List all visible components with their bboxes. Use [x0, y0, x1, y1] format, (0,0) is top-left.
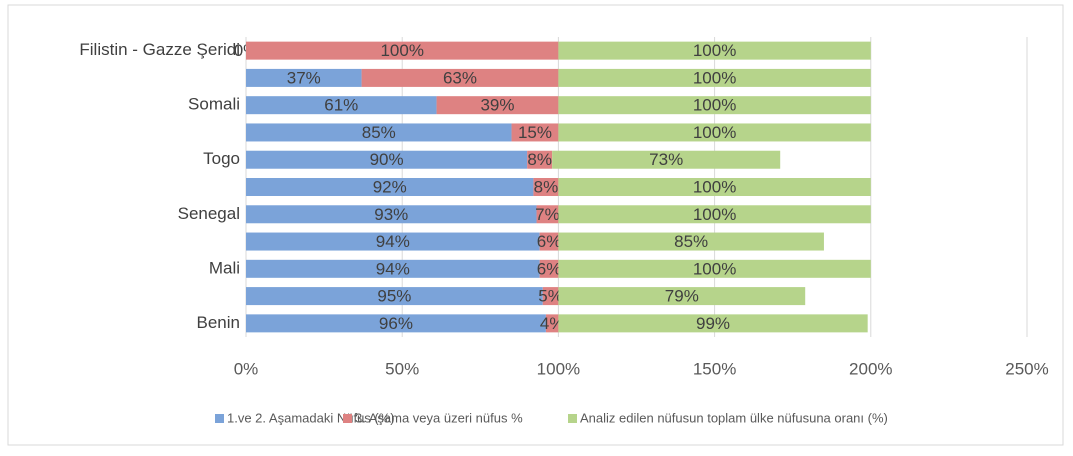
- y-tick-label: Senegal: [178, 204, 240, 223]
- bar-segment: [533, 178, 559, 196]
- value-label: 6%: [537, 232, 562, 251]
- value-label: 100%: [693, 123, 736, 142]
- bar-segment: [558, 232, 824, 251]
- y-tick-label: Benin: [197, 313, 240, 332]
- y-tick-label: Togo: [203, 149, 240, 168]
- value-label: 94%: [376, 232, 410, 251]
- value-label: 100%: [693, 96, 736, 115]
- value-label: 15%: [518, 123, 552, 142]
- value-label: 37%: [287, 68, 321, 87]
- bar-segment: [246, 150, 528, 169]
- bar-segment: [558, 41, 871, 60]
- bar-segment: [246, 123, 512, 142]
- value-label: 39%: [480, 96, 514, 115]
- bar-segment: [558, 96, 871, 115]
- value-label: 7%: [535, 205, 560, 224]
- bar-segment: [246, 232, 540, 251]
- bar-segment: [558, 287, 806, 306]
- value-label: 8%: [527, 150, 552, 169]
- value-label: 96%: [379, 314, 413, 333]
- legend-label: Analiz edilen nüfusun toplam ülke nüfusu…: [580, 410, 888, 425]
- value-label: 100%: [693, 177, 736, 196]
- value-label: 93%: [374, 205, 408, 224]
- value-label: 85%: [362, 123, 396, 142]
- bar-segment: [558, 205, 871, 224]
- legend-swatch: [343, 414, 352, 423]
- bar-segment: [246, 96, 437, 115]
- bar-segment: [361, 68, 559, 87]
- x-tick-label: 0%: [234, 359, 259, 378]
- value-label: 8%: [534, 177, 559, 196]
- value-label: 63%: [443, 68, 477, 87]
- value-label: 94%: [376, 259, 410, 278]
- x-tick-label: 200%: [849, 359, 892, 378]
- bar-segment: [539, 232, 559, 251]
- value-label: 90%: [370, 150, 404, 169]
- legend-label: 3. Aşama veya üzeri nüfus %: [355, 410, 523, 425]
- x-tick-label: 250%: [1005, 359, 1048, 378]
- value-label: 61%: [324, 96, 358, 115]
- value-label: 5%: [538, 287, 563, 306]
- bar-segment: [246, 287, 543, 306]
- bar-segment: [246, 205, 537, 224]
- bar-segment: [527, 150, 553, 169]
- value-label: 95%: [377, 287, 411, 306]
- value-label: 100%: [693, 68, 736, 87]
- value-label: 92%: [373, 177, 407, 196]
- value-label: 100%: [693, 259, 736, 278]
- x-tick-label: 50%: [385, 359, 419, 378]
- value-label: 100%: [693, 205, 736, 224]
- bar-segment: [542, 287, 559, 306]
- bar-segment: [558, 178, 871, 196]
- legend-label: 1.ve 2. Aşamadaki Nüfus (%): [227, 410, 395, 425]
- bar-segment: [246, 41, 559, 60]
- bar-segment: [246, 68, 362, 87]
- x-tick-label: 100%: [537, 359, 580, 378]
- value-label: 73%: [649, 150, 683, 169]
- legend-swatch: [568, 414, 577, 423]
- bar-segment: [552, 150, 781, 169]
- y-tick-label: Filistin - Gazze Şeridi: [79, 40, 240, 59]
- value-label: 85%: [674, 232, 708, 251]
- bar-segment: [536, 205, 559, 224]
- bar-segment: [246, 259, 540, 278]
- legend-swatch: [215, 414, 224, 423]
- value-label: 99%: [696, 314, 730, 333]
- value-label: 100%: [380, 41, 423, 60]
- bar-segment: [511, 123, 559, 142]
- y-tick-label: Somali: [188, 95, 240, 114]
- bar-segment: [436, 96, 559, 115]
- value-label: 4%: [540, 314, 565, 333]
- bar-segment: [246, 178, 534, 196]
- value-label: 100%: [693, 41, 736, 60]
- y-tick-label: Mali: [209, 258, 240, 277]
- bar-segment: [539, 259, 559, 278]
- bar-segment: [246, 314, 546, 333]
- bar-segment: [558, 314, 868, 333]
- bar-segment: [558, 68, 871, 87]
- value-label: 79%: [665, 287, 699, 306]
- x-tick-label: 150%: [693, 359, 736, 378]
- bar-segment: [558, 123, 871, 142]
- value-label: 6%: [537, 259, 562, 278]
- bar-segment: [545, 314, 559, 333]
- bar-segment: [558, 259, 871, 278]
